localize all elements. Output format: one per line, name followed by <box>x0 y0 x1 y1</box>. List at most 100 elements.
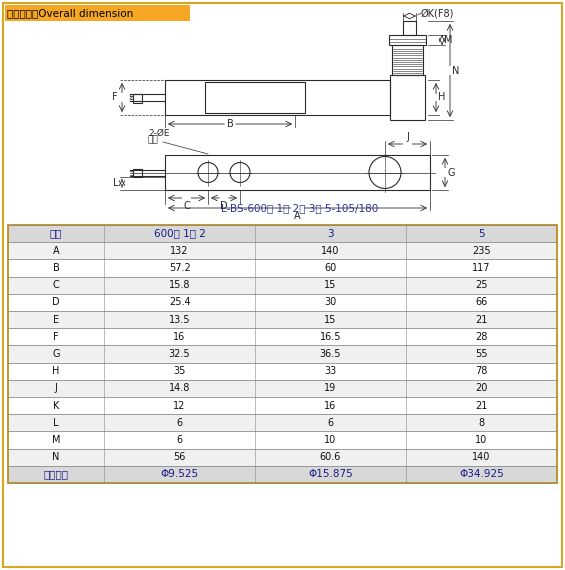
Text: 16: 16 <box>324 401 337 410</box>
Text: 32.5: 32.5 <box>169 349 190 359</box>
Text: Φ9.525: Φ9.525 <box>160 470 199 479</box>
Text: M: M <box>444 35 453 45</box>
Bar <box>8 449 557 466</box>
Text: 36.5: 36.5 <box>320 349 341 359</box>
Text: E: E <box>53 315 59 324</box>
Text: 600、 1、 2: 600、 1、 2 <box>154 229 206 239</box>
Text: 6: 6 <box>176 435 182 445</box>
Text: 60: 60 <box>324 263 337 273</box>
Text: D: D <box>220 201 228 211</box>
Text: B: B <box>227 119 233 129</box>
Text: K: K <box>53 401 59 410</box>
Text: L: L <box>112 178 118 188</box>
Text: H: H <box>438 92 445 103</box>
Text: 235: 235 <box>472 246 491 256</box>
Text: 28: 28 <box>475 332 488 342</box>
Text: 55: 55 <box>475 349 488 359</box>
Text: 132: 132 <box>170 246 189 256</box>
Bar <box>8 259 557 276</box>
Text: 3: 3 <box>327 229 334 239</box>
Bar <box>8 466 557 483</box>
Bar <box>390 75 425 120</box>
Bar <box>8 294 557 311</box>
Text: 78: 78 <box>475 366 488 376</box>
Text: 15: 15 <box>324 280 337 290</box>
Text: 21: 21 <box>475 401 488 410</box>
Text: 5: 5 <box>478 229 485 239</box>
Text: 通孔: 通孔 <box>148 136 159 145</box>
Bar <box>133 94 142 103</box>
Bar <box>165 155 430 190</box>
Text: 35: 35 <box>173 366 186 376</box>
Text: L: L <box>53 418 59 428</box>
Bar <box>165 80 390 115</box>
Text: F: F <box>53 332 59 342</box>
Text: 16.5: 16.5 <box>320 332 341 342</box>
Text: 60.6: 60.6 <box>320 452 341 462</box>
Text: H: H <box>53 366 60 376</box>
Text: 117: 117 <box>472 263 491 273</box>
Text: F: F <box>112 92 118 103</box>
Text: J: J <box>406 132 409 142</box>
Text: G: G <box>447 168 454 177</box>
Text: 6: 6 <box>176 418 182 428</box>
Text: 尺寸: 尺寸 <box>50 229 62 239</box>
Bar <box>392 45 423 75</box>
Text: 20: 20 <box>475 384 488 393</box>
Text: M: M <box>52 435 60 445</box>
Text: N: N <box>452 66 459 75</box>
Text: 12: 12 <box>173 401 186 410</box>
Text: C: C <box>53 280 59 290</box>
Bar <box>8 242 557 259</box>
Text: 56: 56 <box>173 452 186 462</box>
Bar <box>8 328 557 345</box>
Text: 15: 15 <box>324 315 337 324</box>
Text: 10: 10 <box>324 435 337 445</box>
Bar <box>8 363 557 380</box>
Bar <box>8 414 557 431</box>
Text: 16: 16 <box>173 332 186 342</box>
Text: Φ15.875: Φ15.875 <box>308 470 353 479</box>
Text: 66: 66 <box>475 298 488 307</box>
Text: 10: 10 <box>475 435 488 445</box>
Text: L-BS-600、 1、 2、 3、 5-105/180: L-BS-600、 1、 2、 3、 5-105/180 <box>221 203 379 213</box>
Text: 6: 6 <box>328 418 333 428</box>
Text: N: N <box>53 452 60 462</box>
Bar <box>8 345 557 363</box>
Text: 25.4: 25.4 <box>169 298 190 307</box>
Text: 140: 140 <box>472 452 490 462</box>
Bar <box>8 225 557 483</box>
Bar <box>8 225 557 242</box>
Bar <box>8 397 557 414</box>
Text: 30: 30 <box>324 298 337 307</box>
Text: 57.2: 57.2 <box>169 263 190 273</box>
Text: B: B <box>53 263 59 273</box>
Text: 21: 21 <box>475 315 488 324</box>
Text: 8: 8 <box>479 418 485 428</box>
Bar <box>205 82 305 113</box>
Text: 14.8: 14.8 <box>169 384 190 393</box>
Text: 13.5: 13.5 <box>169 315 190 324</box>
Bar <box>403 21 416 35</box>
Text: 15.8: 15.8 <box>169 280 190 290</box>
Text: J: J <box>55 384 58 393</box>
Text: 钉球尺寸: 钉球尺寸 <box>44 470 68 479</box>
Text: 2-ØE: 2-ØE <box>148 128 170 137</box>
Text: A: A <box>294 211 301 221</box>
Text: D: D <box>52 298 60 307</box>
Bar <box>133 169 142 177</box>
Bar <box>8 311 557 328</box>
Bar <box>8 380 557 397</box>
Text: C: C <box>183 201 190 211</box>
Bar <box>5 5 190 21</box>
Bar <box>8 431 557 449</box>
Text: 140: 140 <box>321 246 340 256</box>
Text: 33: 33 <box>324 366 337 376</box>
Text: 25: 25 <box>475 280 488 290</box>
Text: A: A <box>53 246 59 256</box>
Text: ØK(F8): ØK(F8) <box>421 8 454 18</box>
Bar <box>389 35 426 45</box>
Text: 19: 19 <box>324 384 337 393</box>
Text: G: G <box>53 349 60 359</box>
Text: Φ34.925: Φ34.925 <box>459 470 504 479</box>
